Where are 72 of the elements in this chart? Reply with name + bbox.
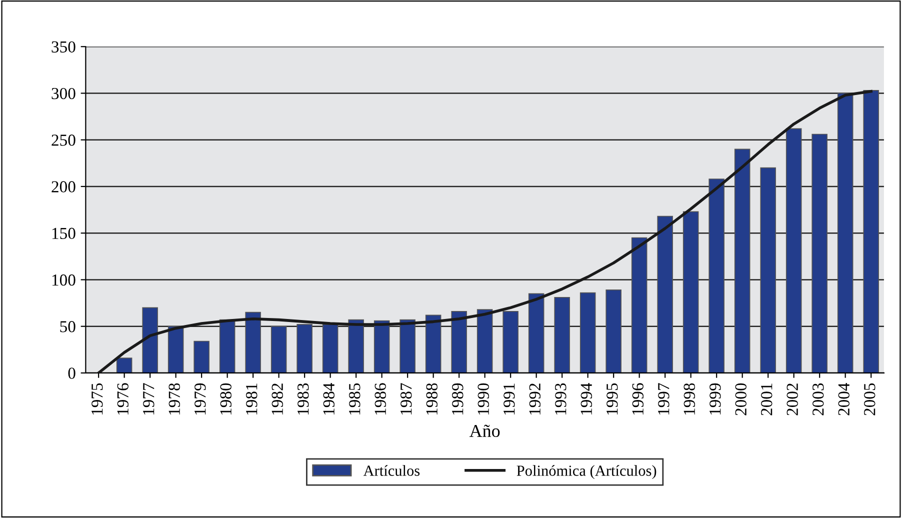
x-tick-label: 2001 — [761, 384, 772, 416]
bar — [657, 216, 673, 373]
bar — [631, 237, 648, 373]
x-tick-label: 1984 — [323, 382, 334, 415]
bar — [708, 178, 724, 373]
x-tick-label: 2005 — [864, 383, 876, 416]
x-tick-label: 1978 — [168, 383, 180, 415]
bar — [837, 92, 854, 373]
bar — [760, 167, 776, 373]
bar — [374, 320, 390, 373]
x-tick-label: 1994 — [580, 382, 592, 415]
bar — [451, 311, 467, 373]
y-tick-label: 0 — [68, 368, 76, 379]
bar — [502, 311, 518, 373]
x-tick-label: 1981 — [246, 384, 258, 415]
x-tick-label: 1977 — [143, 383, 154, 415]
x-tick-label: 1987 — [400, 383, 412, 415]
bar — [270, 326, 287, 373]
x-tick-label: 1997 — [658, 383, 670, 415]
bar — [863, 90, 879, 373]
x-tick-label: 1990 — [478, 383, 489, 415]
x-tick-label: 1991 — [504, 384, 515, 415]
bar — [606, 290, 622, 373]
x-tick-label: 1979 — [194, 383, 206, 415]
y-tick-label: 100 — [52, 274, 76, 286]
bar — [219, 319, 236, 373]
bar — [528, 293, 544, 373]
y-tick-label: 50 — [60, 321, 76, 332]
x-tick-label: 2004 — [838, 382, 850, 416]
bar — [425, 314, 442, 373]
bar — [734, 148, 750, 373]
bar — [168, 326, 184, 373]
bar — [476, 309, 493, 373]
y-tick-label: 350 — [52, 41, 76, 53]
x-tick-label: 1989 — [452, 383, 464, 415]
x-tick-label: 1985 — [348, 383, 360, 415]
x-tick-label: 1996 — [632, 383, 644, 415]
bar — [245, 312, 261, 373]
y-tick-label: 200 — [52, 181, 76, 192]
x-tick-label: 1982 — [272, 384, 283, 415]
x-tick-label: 1993 — [555, 383, 566, 415]
x-tick-label: 1999 — [710, 383, 721, 415]
bar — [786, 128, 802, 373]
x-tick-label: 1995 — [606, 383, 618, 415]
x-tick-label: 2002 — [786, 384, 798, 416]
bar — [296, 324, 312, 373]
bar — [812, 134, 828, 373]
bar — [400, 319, 416, 373]
bar — [116, 358, 132, 373]
x-tick-label: 1988 — [426, 383, 438, 415]
bar — [554, 297, 570, 373]
x-tick-label: 2003 — [812, 383, 824, 416]
legend-label: Polinómica (Artículos) — [516, 465, 656, 479]
bar — [580, 292, 596, 373]
x-tick-label: 1976 — [117, 383, 128, 415]
bar — [348, 319, 364, 373]
legend-label: Artículos — [363, 465, 420, 476]
x-tick-label: 1975 — [92, 383, 103, 415]
x-tick-label: 1986 — [374, 383, 386, 415]
bar — [142, 307, 158, 373]
x-tick-label: 1992 — [529, 384, 540, 415]
y-tick-label: 150 — [52, 228, 76, 240]
bar — [322, 324, 338, 373]
x-tick-label: 2000 — [735, 383, 747, 416]
x-tick-label: 1983 — [297, 383, 309, 415]
y-tick-label: 250 — [52, 134, 76, 146]
bar — [194, 340, 210, 373]
x-axis-title: Año — [469, 424, 500, 438]
bar — [682, 211, 699, 373]
x-tick-label: 1980 — [220, 383, 232, 415]
y-tick-label: 300 — [52, 88, 76, 100]
x-tick-label: 1998 — [684, 383, 695, 415]
